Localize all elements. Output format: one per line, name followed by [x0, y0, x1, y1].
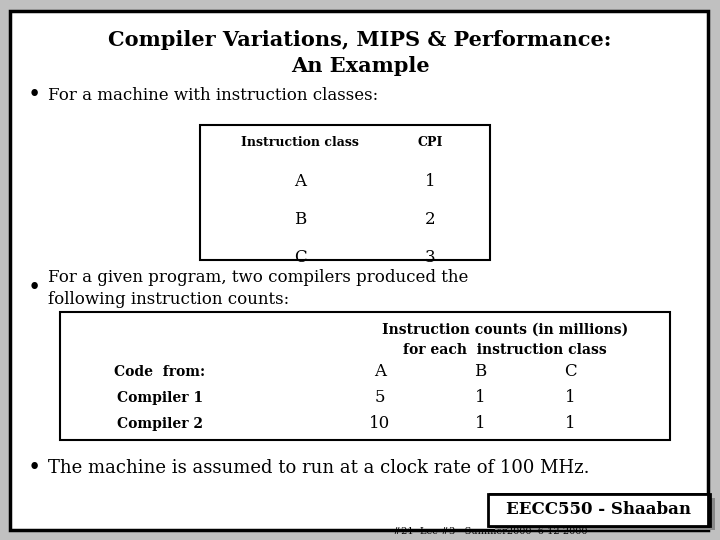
Text: #21  Lec #3   Summer2000  6-12-2000: #21 Lec #3 Summer2000 6-12-2000 — [392, 528, 588, 537]
Text: A: A — [374, 363, 386, 381]
Text: Instruction class: Instruction class — [241, 137, 359, 150]
Text: 1: 1 — [474, 389, 485, 407]
Bar — [200, 125, 490, 260]
Text: 5: 5 — [374, 389, 385, 407]
Text: 1: 1 — [425, 172, 436, 190]
Text: EECC550 - Shaaban: EECC550 - Shaaban — [505, 502, 690, 518]
Text: for each  instruction class: for each instruction class — [403, 343, 607, 357]
Text: 1: 1 — [564, 389, 575, 407]
Text: Compiler 1: Compiler 1 — [117, 391, 203, 405]
Text: 2: 2 — [425, 211, 436, 227]
Text: For a given program, two compilers produced the: For a given program, two compilers produ… — [48, 269, 469, 287]
Text: •: • — [28, 457, 41, 479]
Text: •: • — [28, 277, 41, 299]
Text: Instruction counts (in millions): Instruction counts (in millions) — [382, 323, 628, 337]
Text: A: A — [294, 172, 306, 190]
Text: Code  from:: Code from: — [114, 365, 206, 379]
Bar — [495, 498, 715, 530]
Text: Compiler 2: Compiler 2 — [117, 417, 203, 431]
Text: •: • — [28, 84, 41, 106]
Text: 1: 1 — [564, 415, 575, 433]
Text: C: C — [294, 248, 306, 266]
Text: following instruction counts:: following instruction counts: — [48, 292, 289, 308]
Text: Compiler Variations, MIPS & Performance:: Compiler Variations, MIPS & Performance: — [108, 30, 612, 50]
Text: 10: 10 — [369, 415, 391, 433]
Text: B: B — [294, 211, 306, 227]
Text: B: B — [474, 363, 486, 381]
Text: 1: 1 — [474, 415, 485, 433]
Text: C: C — [564, 363, 576, 381]
Bar — [490, 494, 710, 526]
Bar — [60, 312, 670, 440]
Text: For a machine with instruction classes:: For a machine with instruction classes: — [48, 86, 378, 104]
Text: An Example: An Example — [291, 56, 429, 76]
Text: CPI: CPI — [418, 137, 443, 150]
Text: The machine is assumed to run at a clock rate of 100 MHz.: The machine is assumed to run at a clock… — [48, 459, 590, 477]
Text: 3: 3 — [425, 248, 436, 266]
Bar — [488, 494, 708, 526]
